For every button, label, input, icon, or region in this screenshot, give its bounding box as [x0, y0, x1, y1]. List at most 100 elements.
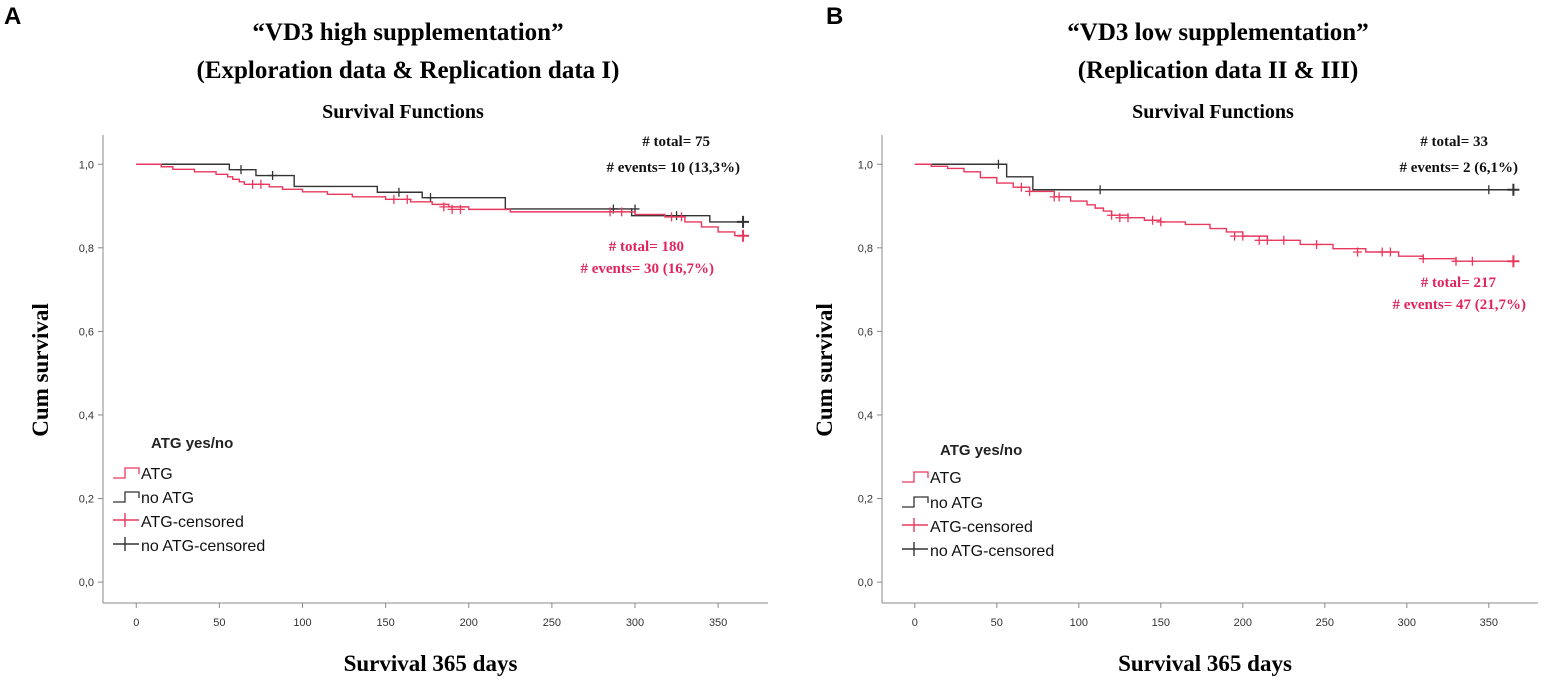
legend-symbol: [902, 471, 929, 483]
x-tick-label: 250: [543, 617, 561, 629]
panel-letter: A: [4, 3, 21, 30]
no-atg-censor-mark: [993, 159, 1003, 169]
y-tick-label: 0,0: [79, 577, 94, 589]
atg-censor-mark: [677, 212, 687, 222]
legend-step-symbol: [113, 491, 140, 503]
atg-censor-mark: [389, 194, 399, 204]
title-line2: (Exploration data & Replication data I): [197, 57, 620, 84]
no-atg-total-annotation: # total= 33: [1420, 134, 1488, 150]
atg-censor-mark: [667, 212, 677, 222]
atg-censor-mark: [248, 179, 258, 189]
x-tick-label: 0: [912, 617, 918, 629]
y-tick-label: 0,2: [79, 494, 94, 506]
legend-label: no ATG-censored: [930, 543, 1054, 560]
atg-censor-mark: [455, 204, 465, 214]
legend-label: ATG: [141, 466, 173, 483]
x-axis-title: Survival 365 days: [344, 651, 518, 676]
legend-label: no ATG-censored: [141, 538, 265, 555]
title-line1: “VD3 low supplementation”: [1067, 19, 1368, 46]
y-tick-label: 0,2: [858, 494, 873, 506]
atg-censor-mark: [402, 194, 412, 204]
no-atg-censor-mark: [672, 211, 682, 221]
atg-censor-mark: [1016, 182, 1026, 192]
legend-censor-symbol: [113, 513, 139, 527]
y-axis-title: Cum survival: [28, 303, 53, 437]
x-tick-label: 50: [991, 617, 1003, 629]
atg-censor-mark: [605, 207, 615, 217]
x-tick-label: 350: [709, 617, 727, 629]
x-tick-label: 200: [1234, 617, 1252, 629]
atg-events-annotation: # events= 47 (21,7%): [1392, 297, 1526, 313]
panel-a: A “VD3 high supplementation” (Exploration …: [4, 3, 768, 676]
y-tick-label: 0,6: [79, 326, 94, 338]
title-line2: (Replication data II & III): [1078, 57, 1359, 84]
atg-censor-mark: [1107, 210, 1117, 220]
atg-censor-mark: [1262, 235, 1272, 245]
legend-censor-symbol: [113, 537, 139, 551]
x-tick-label: 250: [1316, 617, 1334, 629]
no-atg-censor-mark: [1507, 183, 1520, 196]
x-tick-label: 300: [626, 617, 644, 629]
x-tick-label: 0: [133, 617, 139, 629]
legend-label: ATG: [930, 470, 962, 487]
atg-censor-mark: [1054, 192, 1064, 202]
y-tick-label: 0,4: [79, 410, 94, 422]
title-line1: “VD3 high supplementation”: [252, 19, 563, 46]
legend-step-symbol: [902, 471, 929, 483]
no-atg-total-annotation: # total= 75: [642, 134, 710, 150]
legend-label: ATG-censored: [930, 519, 1033, 536]
x-tick-label: 200: [460, 617, 478, 629]
atg-censor-mark: [1385, 247, 1395, 257]
atg-censor-mark: [1353, 247, 1363, 257]
atg-censor-mark: [256, 179, 266, 189]
y-tick-label: 0,8: [79, 243, 94, 255]
atg-censor-mark: [1238, 231, 1248, 241]
no-atg-censor-mark: [1484, 185, 1494, 195]
panel-letter: B: [826, 3, 843, 30]
legend-label: no ATG: [930, 495, 983, 512]
legend-symbol: [113, 513, 139, 527]
x-axis-title: Survival 365 days: [1118, 651, 1292, 676]
x-tick-label: 150: [376, 617, 394, 629]
x-tick-label: 300: [1398, 617, 1416, 629]
legend-step-symbol: [113, 467, 140, 479]
atg-censor-mark: [617, 207, 627, 217]
atg-censor-mark: [447, 204, 457, 214]
atg-censor-mark: [1418, 254, 1428, 264]
y-tick-label: 0,0: [858, 577, 873, 589]
atg-censor-mark: [1230, 231, 1240, 241]
atg-censor-mark: [1279, 235, 1289, 245]
atg-total-annotation: # total= 180: [609, 239, 684, 255]
no-atg-censor-mark: [236, 165, 246, 175]
y-tick-label: 1,0: [858, 159, 873, 171]
no-atg-events-annotation: # events= 2 (6,1%): [1399, 160, 1518, 176]
legend-censor-symbol: [902, 518, 928, 532]
no-atg-censor-mark: [737, 215, 750, 228]
atg-censor-mark: [1451, 256, 1461, 266]
atg-censor-mark: [1025, 186, 1035, 196]
legend-symbol: [113, 467, 140, 479]
chart-subtitle: Survival Functions: [322, 101, 484, 123]
y-tick-label: 0,6: [858, 326, 873, 338]
atg-censor-mark: [1254, 235, 1264, 245]
no-atg-censor-mark: [394, 187, 404, 197]
legend-symbol: [902, 496, 929, 508]
legend-label: ATG-censored: [141, 514, 244, 531]
y-tick-label: 0,4: [858, 410, 873, 422]
legend-symbol: [902, 518, 928, 532]
legend-label: no ATG: [141, 490, 194, 507]
legend-symbol: [902, 542, 928, 556]
x-tick-label: 50: [213, 617, 225, 629]
atg-total-annotation: # total= 217: [1421, 275, 1497, 291]
legend: ATG yes/no ATG no ATG ATG-censored no ATG-ce…: [902, 442, 1054, 560]
y-tick-label: 0,8: [858, 243, 873, 255]
legend: ATG yes/no ATG no ATG ATG-censored no ATG-ce…: [113, 435, 265, 555]
x-tick-label: 350: [1480, 617, 1498, 629]
panel-b: B “VD3 low supplementation” (Replication d…: [812, 3, 1538, 676]
x-tick-label: 100: [1070, 617, 1088, 629]
atg-censor-mark: [1467, 256, 1477, 266]
y-axis-title: Cum survival: [812, 303, 837, 437]
atg-censor-mark: [1115, 213, 1125, 223]
no-atg-censor-mark: [1095, 185, 1105, 195]
